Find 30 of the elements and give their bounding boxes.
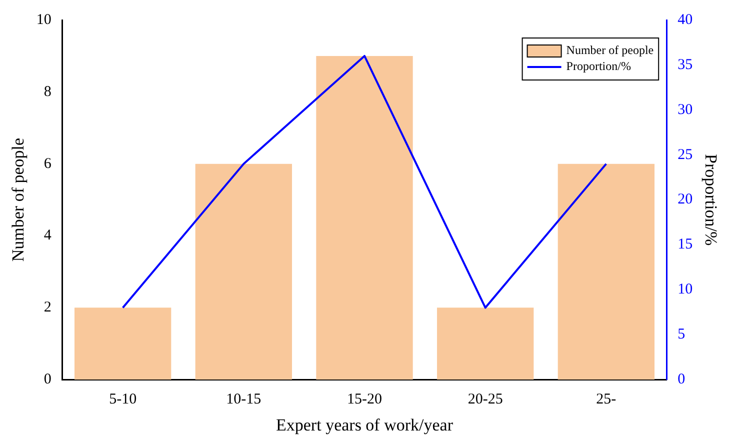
- y2-tick-label: 25: [678, 146, 693, 163]
- bar: [558, 164, 655, 380]
- bar: [437, 308, 534, 380]
- x-tick-label: 25-: [596, 392, 616, 408]
- y2-tick-label: 0: [678, 372, 686, 388]
- x-tick-label: 5-10: [109, 392, 137, 408]
- y2-tick-label: 5: [678, 326, 686, 343]
- x-axis-title: Expert years of work/year: [276, 415, 454, 434]
- y2-axis-title: Proportion/%: [701, 154, 720, 246]
- x-tick-label: 20-25: [468, 392, 503, 408]
- y-axis-title: Number of people: [8, 138, 28, 262]
- legend-label: Proportion/%: [566, 59, 631, 74]
- bar: [74, 308, 172, 380]
- legend-label: Number of people: [566, 43, 654, 58]
- y-tick-label: 8: [44, 84, 52, 100]
- y-tick-label: 6: [44, 156, 52, 172]
- y2-tick-label: 40: [678, 12, 693, 28]
- bar: [316, 56, 413, 380]
- y-tick-label: 2: [44, 300, 52, 316]
- y-tick-label: 0: [44, 372, 52, 388]
- y2-tick-label: 10: [678, 282, 693, 298]
- y2-tick-label: 30: [678, 102, 693, 118]
- y-tick-label: 10: [36, 12, 52, 28]
- y2-tick-label: 15: [678, 236, 693, 253]
- x-tick-label: 15-20: [347, 392, 382, 408]
- y2-tick-label: 20: [678, 192, 693, 208]
- y2-tick-label: 35: [678, 56, 693, 73]
- y-tick-label: 4: [44, 228, 52, 244]
- x-tick-label: 10-15: [226, 392, 262, 408]
- bar: [195, 164, 292, 380]
